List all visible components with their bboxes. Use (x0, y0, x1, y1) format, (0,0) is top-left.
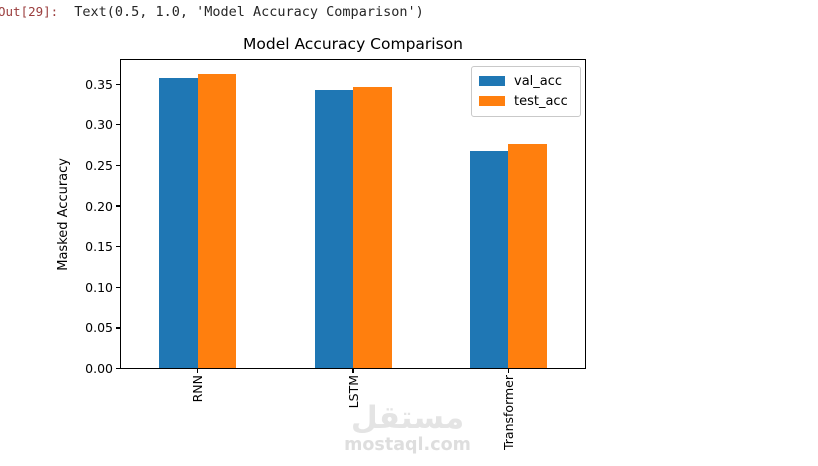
y-tick-mark (115, 367, 120, 370)
y-tick-label: 0.15 (85, 239, 113, 255)
x-tick-mark (352, 368, 354, 373)
y-tick-mark (115, 205, 120, 207)
y-axis-label-wrap: Masked Accuracy (53, 59, 73, 369)
legend-swatch-val_acc (479, 76, 505, 86)
legend-label-test_acc: test_acc (514, 93, 568, 109)
y-tick-label: 0.00 (85, 361, 113, 376)
legend-swatch-test_acc (479, 96, 505, 106)
y-tick-label: 0.20 (85, 198, 113, 214)
y-tick-mark (115, 246, 120, 248)
bar-test_acc-RNN (197, 74, 237, 369)
chart-title: Model Accuracy Comparison (243, 35, 463, 53)
legend-row-val_acc: val_acc (472, 71, 580, 91)
y-tick-mark (115, 164, 120, 167)
y-tick-label: 0.10 (85, 279, 113, 295)
x-tick-mark (507, 368, 510, 373)
x-tick-label-Transformer: Transformer (500, 375, 516, 451)
out-repr-text: Text(0.5, 1.0, 'Model Accuracy Compariso… (74, 4, 424, 20)
y-tick-label: 0.30 (85, 117, 113, 133)
output-repr-line: Out[29]: Text(0.5, 1.0, 'Model Accuracy … (0, 4, 424, 20)
y-axis-label: Masked Accuracy (55, 157, 71, 271)
y-tick-mark (115, 327, 120, 329)
y-tick-mark (115, 286, 120, 288)
bar-val_acc-RNN (159, 77, 198, 369)
legend-label-val_acc: val_acc (514, 73, 563, 89)
legend: val_acc test_acc (471, 66, 581, 117)
bar-val_acc-Transformer (469, 150, 509, 369)
out-prompt: Out[29]: (0, 4, 59, 19)
legend-row-test_acc: test_acc (472, 91, 580, 111)
y-tick-label: 0.05 (85, 320, 113, 336)
watermark-domain-text: mostaql.com (344, 435, 471, 455)
y-tick-label: 0.25 (85, 157, 113, 173)
watermark: مستقل mostaql.com (335, 403, 480, 455)
y-tick-mark (115, 124, 120, 126)
x-tick-label-RNN: RNN (190, 375, 206, 403)
x-tick-label-LSTM: LSTM (345, 375, 361, 409)
y-tick-mark (115, 83, 120, 85)
x-tick-mark (197, 368, 199, 373)
bar-test_acc-Transformer (508, 144, 547, 369)
bar-test_acc-LSTM (353, 87, 392, 369)
bar-val_acc-LSTM (314, 89, 353, 369)
y-tick-label: 0.35 (85, 76, 113, 92)
